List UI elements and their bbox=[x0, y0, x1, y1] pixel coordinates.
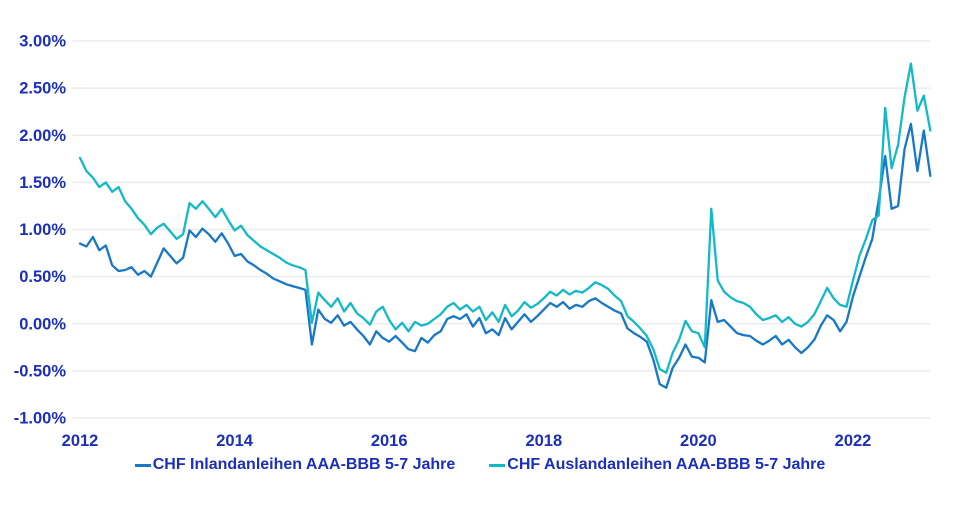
inland-line-swatch-icon bbox=[134, 463, 151, 467]
y-axis-label-1.50%: 1.50% bbox=[19, 174, 66, 192]
chart-legend: CHF Inlandanleihen AAA-BBB 5-7 Jahre CHF… bbox=[0, 456, 960, 474]
x-axis-label-2022: 2022 bbox=[835, 432, 872, 450]
y-axis-label-2.50%: 2.50% bbox=[19, 80, 66, 98]
y-axis-label--0.50%: -0.50% bbox=[14, 362, 67, 380]
ausland-series-line bbox=[78, 62, 932, 374]
inland-series-line bbox=[78, 122, 932, 389]
x-axis-label-2018: 2018 bbox=[525, 432, 562, 450]
x-axis-label-2014: 2014 bbox=[216, 432, 254, 450]
legend-item-inland: CHF Inlandanleihen AAA-BBB 5-7 Jahre bbox=[134, 456, 456, 474]
y-axis-label-3.00%: 3.00% bbox=[19, 33, 66, 51]
legend-label-inland: CHF Inlandanleihen AAA-BBB 5-7 Jahre bbox=[152, 456, 456, 473]
y-axis-label-0.50%: 0.50% bbox=[19, 268, 66, 286]
y-axis-label-0.00%: 0.00% bbox=[19, 315, 66, 333]
legend-label-ausland: CHF Auslandanleihen AAA-BBB 5-7 Jahre bbox=[507, 456, 826, 473]
y-axis-label--1.00%: -1.00% bbox=[14, 410, 67, 428]
y-axis-label-2.00%: 2.00% bbox=[19, 127, 66, 145]
x-axis-label-2012: 2012 bbox=[62, 432, 99, 450]
ausland-line-swatch-icon bbox=[489, 463, 506, 467]
x-axis-label-2016: 2016 bbox=[371, 432, 408, 450]
x-axis-label-2020: 2020 bbox=[680, 432, 717, 450]
legend-item-ausland: CHF Auslandanleihen AAA-BBB 5-7 Jahre bbox=[489, 456, 825, 474]
y-axis-label-1.00%: 1.00% bbox=[19, 221, 66, 239]
